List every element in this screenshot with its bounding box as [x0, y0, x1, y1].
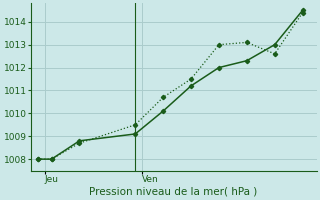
X-axis label: Pression niveau de la mer( hPa ): Pression niveau de la mer( hPa ) — [90, 187, 258, 197]
